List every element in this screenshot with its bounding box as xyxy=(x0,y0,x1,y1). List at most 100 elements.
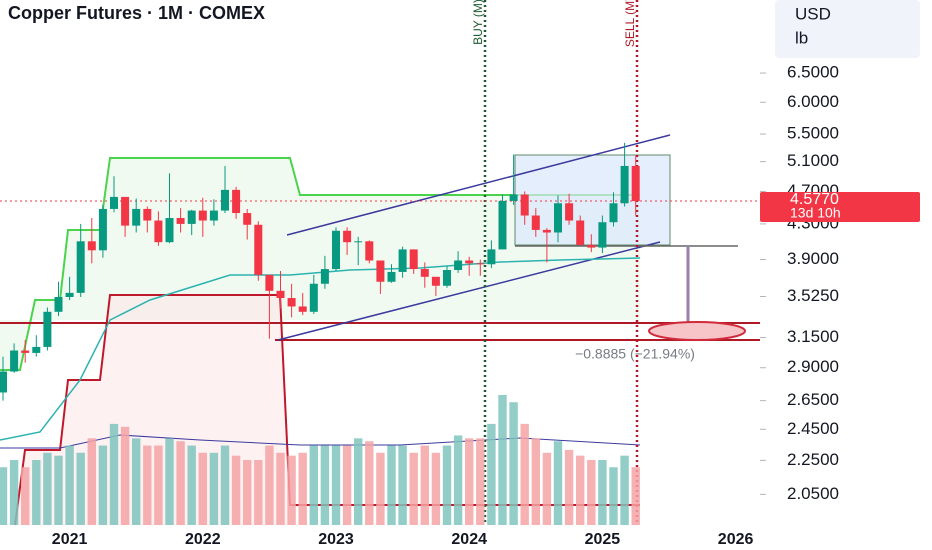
last-price-box xyxy=(760,192,920,222)
red-step xyxy=(14,294,640,526)
volume-bar xyxy=(231,455,241,525)
candle-body xyxy=(454,260,463,271)
candle-body xyxy=(187,210,196,224)
candle-body xyxy=(476,263,485,265)
volume-bar xyxy=(564,449,574,525)
candle-body xyxy=(531,215,540,230)
volume-bar xyxy=(209,452,219,525)
price-axis xyxy=(760,0,932,550)
candle-body xyxy=(43,311,52,347)
candle-body xyxy=(620,165,629,204)
candle-body xyxy=(565,203,574,221)
volume-bar xyxy=(43,452,52,525)
volume-bar xyxy=(409,452,418,525)
x-tick-label: 2022 xyxy=(185,531,221,548)
countdown: 13d 10h xyxy=(790,205,841,221)
candle-body xyxy=(198,210,207,221)
unit-box xyxy=(775,0,920,58)
volume-bar xyxy=(509,402,518,525)
candle-body xyxy=(221,189,229,211)
candle-body xyxy=(21,350,30,353)
volume-bar xyxy=(9,460,19,525)
moving-average xyxy=(0,257,641,441)
candle-body xyxy=(54,296,63,312)
candle-body xyxy=(110,196,118,209)
volume-bar xyxy=(609,467,618,525)
candle-body xyxy=(10,350,19,372)
candle-body xyxy=(542,229,551,233)
y-tick-label: 5.5000 xyxy=(787,124,839,143)
candle-body xyxy=(354,241,363,243)
candle-body xyxy=(420,269,429,277)
volume-bar xyxy=(465,438,474,525)
candle-body xyxy=(332,230,340,270)
volume-bar xyxy=(331,445,341,525)
y-tick-label: 2.2500 xyxy=(787,450,839,469)
volume-bar xyxy=(398,445,407,525)
x-tick-label: 2023 xyxy=(318,531,354,548)
x-tick-label: 2026 xyxy=(718,531,754,548)
sell-label: SELL (M) xyxy=(623,0,637,47)
volume-bar xyxy=(54,455,63,525)
volume-bar xyxy=(576,455,585,525)
volume-bar xyxy=(420,445,429,525)
candle-body xyxy=(32,346,41,353)
candle-body xyxy=(398,249,407,272)
candle-body xyxy=(143,208,152,221)
y-tick-label: 3.1500 xyxy=(787,327,839,346)
candle-body xyxy=(520,194,529,216)
candle-body xyxy=(387,271,396,282)
volume-bar xyxy=(598,460,607,525)
volume-bar xyxy=(132,438,141,525)
candle-body xyxy=(65,292,74,297)
volume-bar xyxy=(542,452,552,525)
volume-bar xyxy=(487,423,496,525)
volume-bar xyxy=(309,445,318,525)
candle-body xyxy=(243,213,252,225)
candle-body xyxy=(254,224,263,275)
volume-bar xyxy=(631,467,640,525)
y-tick-label: 2.4500 xyxy=(787,419,839,438)
volume-bar xyxy=(265,445,274,525)
x-axis: 2021 2022 2023 2024 2025 2026 xyxy=(52,531,754,548)
candle-body xyxy=(176,218,185,224)
volume-bar xyxy=(98,445,108,525)
volume-bar xyxy=(498,395,507,525)
candle-body xyxy=(121,196,130,226)
candle-body xyxy=(443,270,451,286)
y-tick-label: 5.1000 xyxy=(787,151,839,170)
candle-body xyxy=(0,371,7,393)
candle-body xyxy=(343,230,352,243)
candle-body xyxy=(487,249,496,265)
candle-body xyxy=(276,290,285,299)
candle-body xyxy=(265,274,274,291)
volume-bar xyxy=(442,445,452,525)
volume-bar xyxy=(287,455,296,525)
volume-bar xyxy=(32,460,41,525)
volume-bar xyxy=(376,452,385,525)
measure-label: −0.8885 (−21.94%) xyxy=(575,346,695,362)
volume-bar xyxy=(387,445,396,525)
y-tick-label: 6.0000 xyxy=(787,92,839,111)
volume-bar xyxy=(120,426,130,525)
target-ellipse xyxy=(648,321,746,341)
currency: USD xyxy=(795,4,831,23)
candle-body xyxy=(509,194,518,201)
y-tick-label: 3.9000 xyxy=(787,249,839,268)
volume-bar xyxy=(587,460,596,525)
range-box xyxy=(514,154,671,246)
volume-bar xyxy=(220,445,230,525)
candle-body xyxy=(609,203,618,223)
candle-body xyxy=(465,260,474,264)
volume-bar xyxy=(154,445,163,525)
y-tick-label: 3.5250 xyxy=(787,286,839,305)
candle-body xyxy=(309,283,318,312)
green-step xyxy=(0,157,640,371)
candle-body xyxy=(498,200,507,250)
x-tick-label: 2021 xyxy=(52,531,88,548)
buy-label: BUY (M) xyxy=(471,0,485,45)
volume-bar xyxy=(320,445,330,525)
y-tick-label: 6.5000 xyxy=(787,63,839,82)
volume-bar xyxy=(21,467,30,525)
candle-body xyxy=(376,260,385,282)
